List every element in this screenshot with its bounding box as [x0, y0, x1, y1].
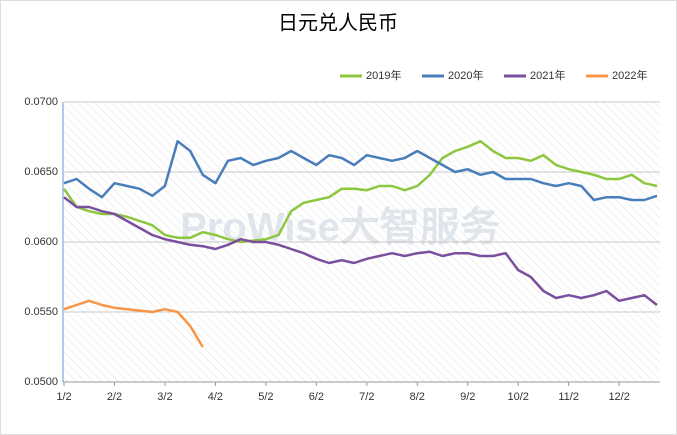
- x-tick-label: 2/2: [107, 391, 122, 403]
- watermark: ProWise大智服务: [180, 206, 500, 250]
- legend-label: 2019年: [366, 68, 401, 82]
- series-line: [63, 299, 204, 348]
- series-line: [63, 196, 658, 306]
- y-tick-label: 0.0550: [24, 306, 58, 318]
- x-tick-label: 9/2: [460, 391, 475, 403]
- x-tick-label: 10/2: [508, 391, 529, 403]
- x-tick-label: 1/2: [56, 391, 71, 403]
- y-tick-label: 0.0700: [24, 96, 58, 108]
- y-tick-label: 0.0650: [24, 166, 58, 178]
- x-tick-label: 4/2: [208, 391, 223, 403]
- x-tick-label: 5/2: [258, 391, 273, 403]
- y-tick-label: 0.0500: [24, 376, 58, 388]
- series-line: [62, 139, 658, 244]
- series-line: [63, 139, 658, 202]
- y-tick-label: 0.0600: [24, 236, 58, 248]
- legend-label: 2020年: [448, 68, 483, 82]
- x-tick-label: 12/2: [608, 391, 629, 403]
- x-tick-label: 6/2: [309, 391, 324, 403]
- x-tick-label: 7/2: [359, 391, 374, 403]
- chart-title: 日元兑人民币: [278, 11, 398, 34]
- x-tick-label: 11/2: [558, 391, 579, 403]
- legend-label: 2021年: [530, 68, 565, 82]
- x-tick-label: 8/2: [410, 391, 425, 403]
- x-tick-label: 3/2: [157, 391, 172, 403]
- legend-label: 2022年: [612, 68, 647, 82]
